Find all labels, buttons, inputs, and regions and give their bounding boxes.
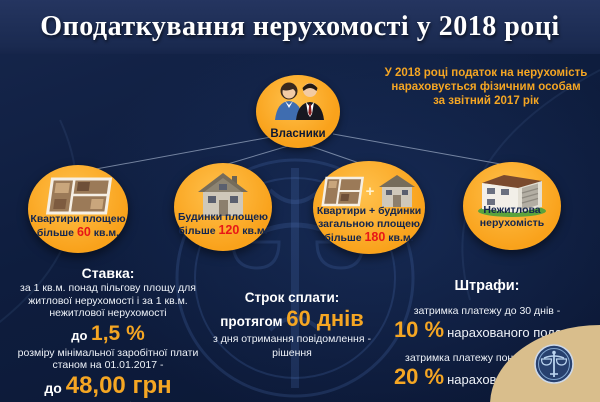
- rate-footnote-1: + 25 000 грн, якщо квартира більша за 30…: [4, 401, 212, 402]
- header-bar: Оподаткування нерухомості у 2018 році: [0, 0, 600, 54]
- term-heading: Строк сплати:: [244, 290, 340, 305]
- payment-term-section: Строк сплати: протягом 60 днів з дня отр…: [208, 290, 376, 360]
- rate-desc-3: нежитлової нерухомості: [49, 307, 167, 319]
- fines-heading: Штрафи:: [454, 278, 520, 294]
- page-title: Оподаткування нерухомості у 2018 році: [40, 11, 560, 42]
- term-desc-2: рішення: [272, 347, 312, 359]
- note-line-2: нараховується фізичним особам: [391, 81, 581, 93]
- plus-sign: +: [365, 182, 375, 200]
- area-value: 120: [218, 223, 240, 237]
- rate-desc-2: житлової нерухомості і за 1 кв.м.: [28, 294, 188, 307]
- floor-plan-icon: [28, 175, 128, 217]
- rate-value-uah: до 48,00 грн: [44, 371, 172, 399]
- house-icon: [174, 170, 272, 218]
- caption-line-2: більше 120 кв.м.: [178, 223, 268, 238]
- property-apartments-and-houses: + Квартири + будинки загальною площею бі…: [313, 161, 425, 254]
- fine-case-1-label: затримка платежу до 30 днів -: [413, 305, 561, 317]
- rate-desc-1: за 1 кв.м. понад пільгову площу для: [20, 282, 196, 294]
- rate-section: Ставка: за 1 кв.м. понад пільгову площу …: [4, 265, 212, 402]
- garage-icon: [463, 171, 561, 217]
- caption-line-2: нерухомість: [479, 217, 545, 229]
- caption-line-1: Квартири + будинки: [316, 205, 422, 217]
- fiscal-service-emblem: [534, 344, 574, 384]
- owners-people-icon: [275, 82, 324, 120]
- rate-desc-5: станом на 01.01.2017 -: [52, 359, 164, 371]
- caption-line-2: загальною площею: [318, 218, 420, 230]
- property-apartments: Квартири площею більше 60 кв.м.: [28, 165, 128, 253]
- area-value: 60: [76, 225, 91, 239]
- property-houses: Будинки площею більше 120 кв.м.: [174, 163, 272, 251]
- caption-line-2: більше 60 кв.м.: [36, 225, 120, 240]
- term-value: протягом 60 днів: [220, 306, 364, 331]
- caption-line-1: Будинки площею: [177, 211, 269, 223]
- property-non-residential: Нежитлова нерухомість: [463, 162, 561, 250]
- caption-line-1: Квартири площею: [30, 213, 126, 225]
- term-desc-1: з дня отримання повідомлення -: [213, 333, 371, 345]
- note-line-3: за звітний 2017 рік: [433, 95, 539, 107]
- floor-plan-plus-house-icon: +: [313, 173, 425, 209]
- owners-circle: Власники: [256, 75, 340, 148]
- rate-heading: Ставка:: [81, 265, 135, 281]
- caption-line-1: Нежитлова: [483, 204, 541, 216]
- owners-label: Власники: [270, 128, 326, 140]
- area-value: 180: [364, 230, 386, 244]
- caption-line-3: більше 180 кв.м.: [324, 230, 414, 245]
- tax-year-note: У 2018 році податок на нерухомість нарах…: [376, 66, 596, 108]
- rate-value-percent: до 1,5 %: [71, 321, 145, 345]
- rate-desc-4: розміру мінімальної заробітної плати: [17, 346, 199, 359]
- note-line-1: У 2018 році податок на нерухомість: [384, 67, 588, 79]
